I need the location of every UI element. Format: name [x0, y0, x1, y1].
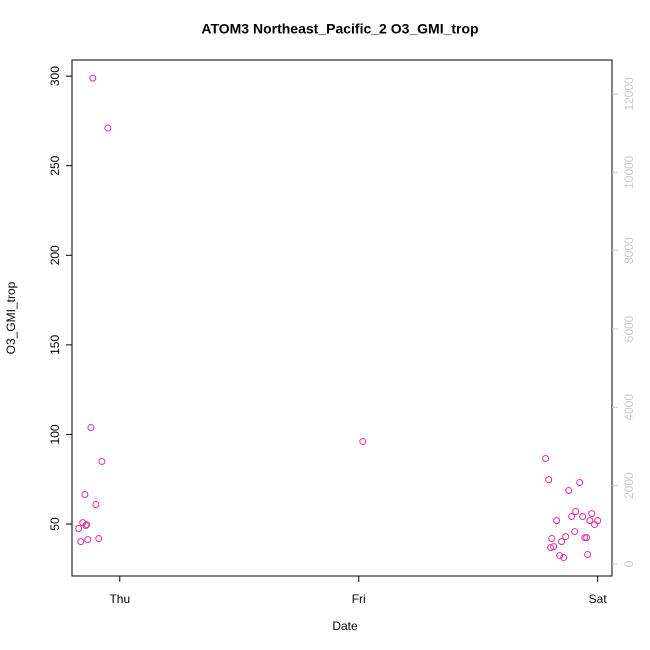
point — [104, 124, 112, 132]
y2-tick-label: 10000 — [622, 155, 636, 189]
point — [87, 423, 95, 431]
y2-tick-label: 8000 — [622, 237, 636, 264]
y2-tick-label: 12000 — [622, 77, 636, 111]
y2-tick-label: 4000 — [622, 394, 636, 421]
point — [545, 476, 553, 484]
point — [572, 508, 580, 515]
y-tick-label: 300 — [48, 66, 62, 86]
y-tick-label: 150 — [48, 335, 62, 355]
point — [82, 521, 90, 529]
chart-title: ATOM3 Northeast_Pacific_2 O3_GMI_trop — [201, 21, 478, 37]
x-tick-label: Thu — [109, 592, 130, 606]
point — [75, 525, 83, 533]
y-tick-label: 200 — [48, 245, 62, 265]
point — [583, 534, 591, 542]
point — [594, 517, 602, 525]
point — [84, 536, 92, 544]
point — [558, 538, 566, 546]
point — [568, 513, 576, 521]
point — [565, 487, 573, 495]
point — [576, 478, 584, 486]
point — [588, 510, 596, 518]
x-tick-label: Fri — [352, 592, 366, 606]
point — [77, 538, 85, 546]
point — [98, 458, 106, 466]
y-tick-label: 250 — [48, 155, 62, 175]
point — [89, 74, 97, 82]
point — [92, 501, 100, 509]
point — [581, 534, 589, 542]
point — [584, 551, 592, 558]
y-tick-label: 50 — [48, 517, 62, 531]
x-axis-label: Date — [332, 619, 358, 633]
point — [542, 454, 550, 462]
y-tick-label: 100 — [48, 424, 62, 444]
point — [562, 533, 570, 541]
point — [95, 535, 103, 543]
plot-box — [71, 59, 613, 577]
point — [359, 437, 367, 445]
point — [81, 490, 89, 498]
point — [547, 544, 555, 552]
x-tick-label: Sat — [589, 592, 608, 606]
point — [579, 513, 587, 521]
point — [550, 543, 558, 551]
point — [553, 517, 561, 525]
y2-tick-label: 0 — [622, 560, 636, 567]
point — [556, 552, 564, 560]
point — [83, 521, 91, 529]
point — [586, 517, 594, 525]
y2-tick-label: 2000 — [622, 472, 636, 499]
point — [571, 528, 579, 536]
y2-tick-label: 6000 — [622, 315, 636, 342]
point — [548, 535, 556, 543]
point — [560, 554, 568, 562]
y-axis-label: O3_GMI_trop — [4, 281, 18, 354]
